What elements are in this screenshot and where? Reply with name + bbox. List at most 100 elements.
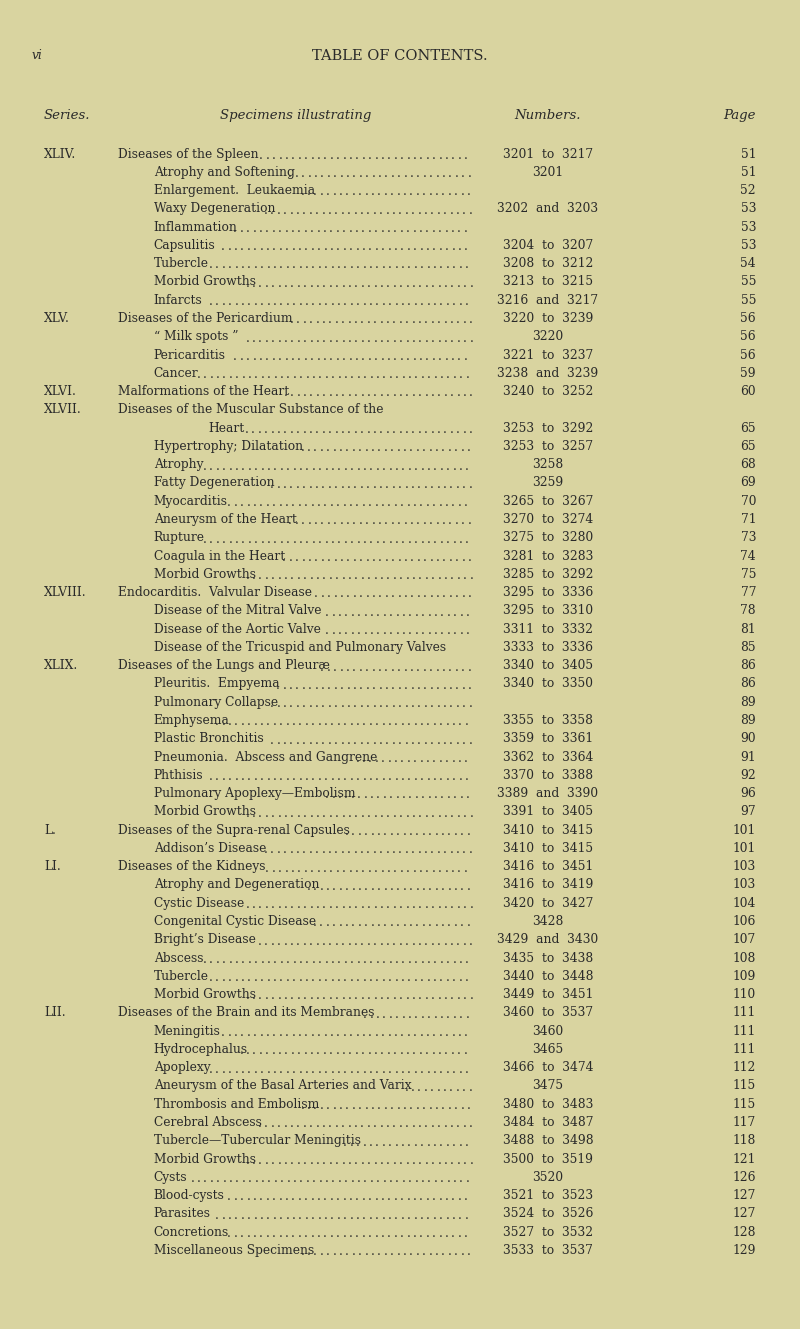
Text: .: . [445,350,449,363]
Text: .: . [330,861,334,874]
Text: .: . [361,807,365,820]
Text: .: . [246,1227,250,1240]
Text: .: . [341,203,345,217]
Text: .: . [307,441,311,455]
Text: .: . [439,1135,443,1148]
Text: .: . [394,752,398,766]
Text: .: . [242,1172,246,1185]
Text: .: . [344,368,348,381]
Text: .: . [458,1227,462,1240]
Text: .: . [368,1191,372,1204]
Text: .: . [395,606,399,619]
Text: .: . [297,331,301,344]
Text: .: . [366,843,370,856]
Text: .: . [324,533,328,546]
Text: .: . [418,696,421,710]
Text: .: . [335,569,339,582]
Text: .: . [394,1227,398,1240]
Text: .: . [333,1099,337,1112]
Text: .: . [349,350,353,363]
Text: Miscellaneous Specimens: Miscellaneous Specimens [154,1244,314,1257]
Text: .: . [406,989,410,1002]
Text: .: . [359,679,363,692]
Text: .: . [350,715,354,728]
Text: 59: 59 [740,367,756,380]
Text: .: . [387,1227,391,1240]
Text: .: . [391,587,395,601]
Text: .: . [265,807,269,820]
Text: .: . [362,1063,366,1075]
Text: .: . [469,423,473,436]
Text: .: . [302,1118,306,1131]
Text: .: . [397,167,401,181]
Text: .: . [458,496,462,509]
Text: .: . [254,368,258,381]
Text: .: . [422,441,426,455]
Text: .: . [437,1080,440,1094]
Text: .: . [362,533,366,546]
Text: .: . [274,368,278,381]
Text: .: . [393,387,396,400]
Text: .: . [447,917,451,929]
Text: .: . [228,295,232,308]
Text: .: . [246,331,250,344]
Text: .: . [451,149,455,162]
Text: .: . [297,989,301,1002]
Text: .: . [203,1172,207,1185]
Text: .: . [374,276,378,290]
Text: .: . [442,550,446,563]
Text: .: . [271,1045,275,1058]
Text: .: . [355,752,359,766]
Text: .: . [246,1191,250,1204]
Text: .: . [342,989,346,1002]
Text: .: . [292,1209,296,1221]
Text: .: . [265,276,269,290]
Text: .: . [435,514,439,528]
Text: .: . [440,1007,444,1021]
Text: 101: 101 [733,843,756,855]
Text: .: . [406,276,410,290]
Text: .: . [438,752,442,766]
Text: .: . [333,185,337,198]
Text: .: . [459,623,463,637]
Text: .: . [461,441,465,455]
Text: .: . [369,295,373,308]
Text: .: . [349,1026,353,1039]
Text: .: . [432,861,436,874]
Text: .: . [369,1209,373,1221]
Text: .: . [215,715,219,728]
Text: .: . [368,752,372,766]
Text: .: . [450,1080,453,1094]
Text: .: . [442,167,446,181]
Text: .: . [439,1209,443,1221]
Text: .: . [373,934,377,948]
Text: .: . [261,368,265,381]
Text: .: . [444,1154,448,1167]
Text: .: . [284,331,288,344]
Text: .: . [379,1118,383,1131]
Text: .: . [442,185,446,198]
Text: 3460  to  3537: 3460 to 3537 [503,1006,593,1019]
Text: .: . [406,1191,410,1204]
Text: .: . [399,387,402,400]
Text: .: . [408,623,412,637]
Text: .: . [304,149,308,162]
Text: 3259: 3259 [532,477,564,489]
Text: 112: 112 [733,1061,756,1074]
Text: .: . [358,825,362,839]
Text: .: . [398,696,402,710]
Text: .: . [252,331,256,344]
Text: .: . [382,606,386,619]
Text: .: . [311,259,315,271]
Text: .: . [334,587,338,601]
Text: .: . [438,1026,442,1039]
Text: .: . [426,496,430,509]
Text: .: . [362,715,366,728]
Text: Cerebral Abscess: Cerebral Abscess [154,1116,262,1130]
Text: .: . [350,533,354,546]
Text: .: . [438,1154,442,1167]
Text: .: . [411,843,415,856]
Text: .: . [361,276,365,290]
Text: 3355  to  3358: 3355 to 3358 [503,714,593,727]
Text: .: . [444,898,448,912]
